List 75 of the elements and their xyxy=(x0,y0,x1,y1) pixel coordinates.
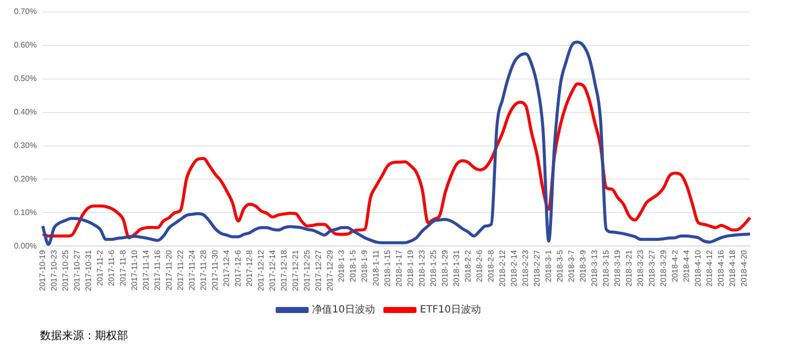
x-tick-label: 2018-3-9 xyxy=(578,250,588,282)
x-tick-label: 2017-11-16 xyxy=(152,250,162,290)
x-tick-label: 2017-11-8 xyxy=(118,250,128,286)
x-tick-label: 2018-1-3 xyxy=(336,250,346,282)
y-tick-label: 0.40% xyxy=(14,108,37,117)
x-tick-label: 2017-12-6 xyxy=(233,250,242,287)
x-tick-label: 2018-2-6 xyxy=(474,250,484,282)
line-series xyxy=(41,40,752,246)
y-tick-label: 0.70% xyxy=(14,7,37,16)
x-tick-label: 2017-12-14 xyxy=(268,250,277,291)
x-tick-label: 2017-12-8 xyxy=(244,250,254,287)
x-tick-label: 2018-2-27 xyxy=(532,250,542,287)
x-tick-label: 2018-2-12 xyxy=(498,250,507,287)
x-tick-label: 2017-12-29 xyxy=(325,250,334,291)
y-tick-label: 0.10% xyxy=(14,208,37,217)
y-tick-label: 0.20% xyxy=(14,174,37,184)
x-tick-label: 2018-4-4 xyxy=(682,250,691,282)
x-tick-label: 2018-2-2 xyxy=(463,250,472,282)
x-tick-label: 2018-1-23 xyxy=(417,250,426,287)
x-tick-label: 2018-3-1 xyxy=(544,250,553,282)
y-tick-label: 0.00% xyxy=(14,241,37,250)
legend-label: ETF10日波动 xyxy=(420,304,481,316)
x-tick-label: 2018-1-15 xyxy=(382,250,392,287)
x-tick-label: 2018-4-20 xyxy=(739,250,748,287)
x-tick-label: 2017-10-23 xyxy=(49,250,58,291)
x-tick-label: 2017-11-22 xyxy=(176,250,185,290)
y-tick-label: 0.50% xyxy=(14,74,37,84)
x-tick-label: 2018-4-16 xyxy=(716,250,726,287)
x-tick-label: 2017-10-19 xyxy=(38,250,47,291)
x-tick-label: 2018-2-8 xyxy=(486,250,496,282)
y-tick-label: 0.60% xyxy=(14,40,37,50)
x-tick-label: 2017-11-24 xyxy=(187,250,196,290)
x-tick-label: 2018-3-29 xyxy=(658,250,668,287)
x-tick-label: 2017-11-2 xyxy=(95,250,104,286)
x-tick-label: 2017-11-30 xyxy=(210,250,220,290)
x-tick-label: 2018-1-9 xyxy=(360,250,369,282)
x-tick-label: 2017-11-20 xyxy=(164,250,174,290)
x-tick-label: 2018-2-23 xyxy=(520,250,530,287)
x-tick-label: 2017-11-10 xyxy=(130,250,139,290)
x-tick-label: 2018-3-13 xyxy=(590,250,599,287)
y-tick-label: 0.30% xyxy=(14,140,37,150)
x-tick-label: 2017-10-25 xyxy=(60,250,70,291)
x-tick-label: 2018-3-21 xyxy=(624,250,634,287)
source-note: 数据来源：期权部 xyxy=(40,328,128,343)
x-tick-label: 2017-12-4 xyxy=(222,250,231,287)
x-tick-label: 2018-1-25 xyxy=(428,250,438,287)
x-tick-label: 2018-3-5 xyxy=(555,250,564,282)
x-tick-label: 2018-3-27 xyxy=(647,250,656,287)
x-tick-label: 2018-1-29 xyxy=(440,250,450,287)
x-tick-label: 2018-3-15 xyxy=(601,250,610,287)
x-tick-label: 2018-1-5 xyxy=(348,250,358,282)
x-tick-label: 2018-4-10 xyxy=(693,250,702,287)
x-tick-label: 2018-4-2 xyxy=(670,250,680,282)
legend-label: 净值10日波动 xyxy=(312,304,375,316)
x-tick-label: 2018-3-23 xyxy=(636,250,645,287)
x-tick-label: 2017-12-25 xyxy=(302,250,312,291)
x-tick-label: 2017-11-6 xyxy=(106,250,116,286)
x-tick-label: 2017-12-12 xyxy=(256,250,266,291)
x-tick-label: 2018-1-17 xyxy=(394,250,404,287)
x-tick-label: 2018-4-18 xyxy=(728,250,737,287)
x-tick-label: 2017-12-18 xyxy=(279,250,288,291)
x-tick-label: 2017-12-21 xyxy=(290,250,300,291)
x-tick-label: 2017-12-27 xyxy=(314,250,323,291)
x-tick-label: 2018-4-12 xyxy=(704,250,714,287)
x-tick-label: 2017-11-28 xyxy=(198,250,208,290)
x-tick-label: 2018-1-11 xyxy=(371,250,380,286)
line-series xyxy=(41,82,752,240)
x-tick-label: 2017-11-14 xyxy=(141,250,150,290)
x-tick-label: 2018-2-14 xyxy=(509,250,518,287)
x-tick-label: 2017-10-31 xyxy=(84,250,93,291)
x-tick-label: 2018-1-19 xyxy=(406,250,415,287)
x-tick-label: 2018-3-19 xyxy=(612,250,622,287)
x-tick-label: 2018-1-31 xyxy=(452,250,461,287)
x-tick-label: 2017-10-27 xyxy=(72,250,82,291)
x-tick-label: 2018-3-7 xyxy=(566,250,576,282)
